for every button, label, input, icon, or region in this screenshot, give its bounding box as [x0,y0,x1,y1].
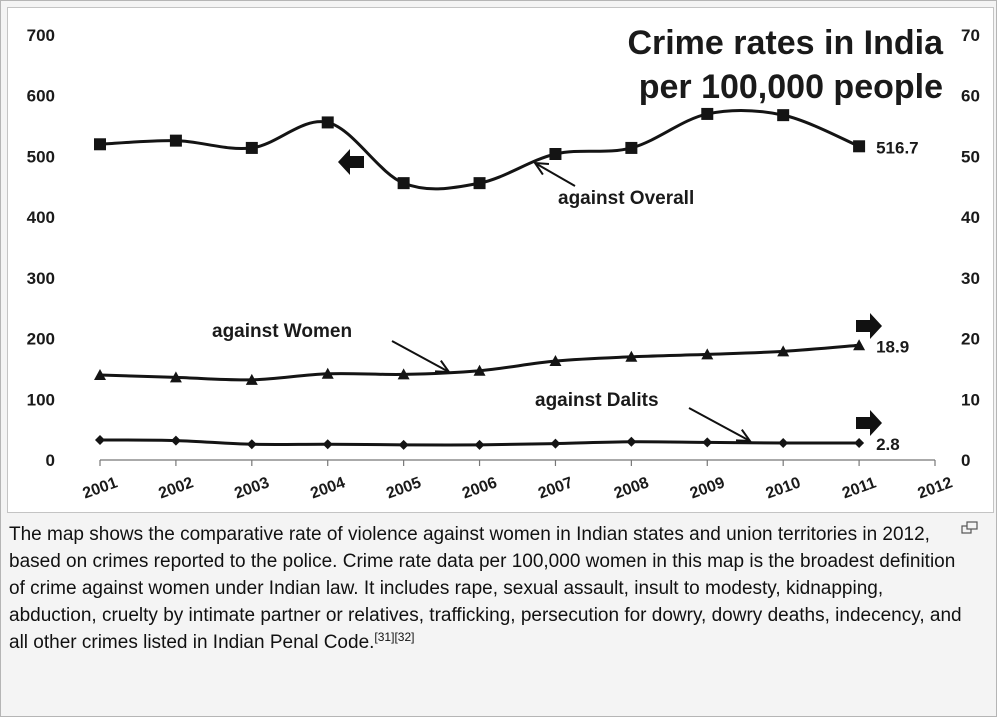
data-point-triangle [777,345,790,357]
left-axis-arrow-icon [338,149,364,175]
right-y-tick-label: 50 [961,147,980,166]
right-axis-arrow-icon [856,410,882,436]
x-tick-label: 2010 [764,474,803,502]
right-y-tick-label: 70 [961,26,980,45]
annotation-against-dalits: against Dalits [535,390,659,411]
data-point-diamond [854,438,865,448]
left-y-tick-label: 0 [46,451,55,470]
right-y-tick-label: 30 [961,269,980,288]
caption-text: The map shows the comparative rate of vi… [9,524,962,653]
end-value-label: 18.9 [876,337,909,356]
data-point-diamond [550,438,561,449]
series-against-women: 18.9 [94,337,909,385]
right-y-tick-label: 40 [961,208,980,227]
data-point-square [473,177,486,190]
x-tick-label: 2009 [688,474,727,502]
left-y-tick-label: 200 [27,330,55,349]
data-point-diamond [398,439,409,450]
data-point-triangle [397,368,410,380]
right-y-tick-label: 20 [961,330,980,349]
data-point-triangle [701,348,714,360]
annotation-against-women: against Women [212,321,352,342]
x-tick-label: 2006 [460,474,499,502]
annotation-arrow-dalits-shaft [688,407,751,442]
data-point-triangle [549,355,562,367]
left-y-tick-label: 100 [27,390,55,409]
data-point-square [701,107,714,120]
end-value-label: 2.8 [876,435,900,454]
x-tick-label: 2001 [81,474,120,502]
x-tick-label: 2003 [232,474,271,502]
data-point-diamond [474,439,485,450]
right-axis-arrow-icon [856,313,882,339]
data-point-triangle [853,339,866,351]
right-y-tick-label: 60 [961,87,980,106]
x-tick-label: 2004 [308,474,347,502]
left-y-tick-label: 700 [27,26,55,45]
reference-link-31[interactable]: [31] [374,630,395,644]
left-y-tick-label: 600 [27,87,55,106]
figure-caption: The map shows the comparative rate of vi… [9,521,964,656]
data-point-diamond [702,437,713,448]
data-point-square [549,148,562,160]
crime-rate-chart: 2001 2002 2003 2004 2005 2006 2007 2008 2009 2010… [27,24,980,503]
reference-link-32[interactable]: [32] [394,630,415,644]
annotation-arrow-overall-shaft [534,162,576,187]
data-point-square [625,141,638,154]
series-against-dalits: 2.8 [95,434,900,454]
end-value-label: 516.7 [876,138,919,157]
data-point-square [853,140,866,153]
right-y-tick-label: 10 [961,390,980,409]
left-y-tick-label: 500 [27,147,55,166]
data-point-triangle [245,373,258,385]
annotation-arrow-dalits-head [735,429,753,443]
chart-title-line: Crime rates in India [627,24,944,62]
x-tick-label: 2008 [612,474,651,502]
data-point-diamond [626,436,637,447]
data-point-triangle [473,364,486,376]
x-tick-label: 2002 [156,474,195,502]
left-y-tick-label: 300 [27,269,55,288]
chart-container: 2001 2002 2003 2004 2005 2006 2007 2008 2009 2010… [7,7,994,513]
data-point-square [169,134,182,147]
annotation-arrow-overall-head [533,161,550,176]
annotation-arrow-women-head [434,360,452,374]
x-tick-label: 2011 [840,475,879,503]
data-point-triangle [169,371,182,383]
x-tick-label: 2007 [536,474,575,502]
data-point-square [321,116,334,129]
x-tick-label: 2012 [916,474,955,502]
data-point-square [397,177,410,190]
x-tick-label: 2005 [384,474,423,502]
data-point-triangle [321,367,334,379]
annotation-arrow-women-shaft [391,340,450,373]
left-y-tick-label: 400 [27,208,55,227]
annotation-against-overall: against Overall [558,188,694,209]
data-point-square [245,141,258,154]
data-point-diamond [170,435,181,446]
data-point-diamond [778,438,789,448]
data-point-triangle [625,350,638,362]
chart-title-line: per 100,000 people [639,68,943,106]
data-point-square [777,109,790,122]
data-point-triangle [94,369,106,380]
series-against-overall: 516.7 [94,107,919,191]
data-point-diamond [246,439,257,450]
data-point-diamond [322,439,333,450]
enlarge-icon[interactable] [961,521,979,535]
right-y-tick-label: 0 [961,451,970,470]
data-point-square [94,138,106,151]
data-point-diamond [95,434,105,445]
